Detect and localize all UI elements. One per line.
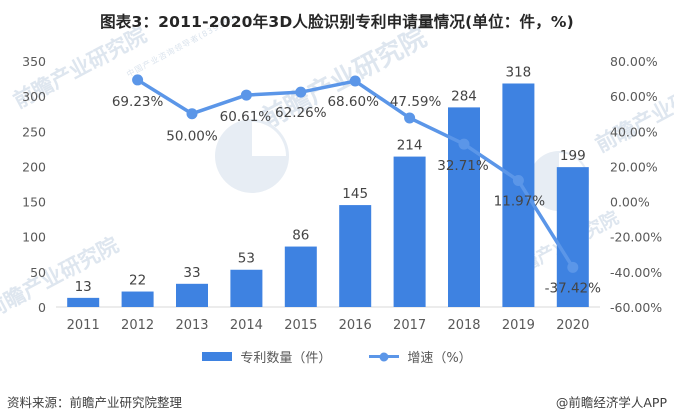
bar-2012 [121,291,154,307]
x-axis-tick-2016: 2016 [339,318,372,333]
bar-value-label-2017: 214 [397,138,423,154]
line-series-dot [379,352,389,361]
chart-title: 图表3：2011-2020年3D人脸识别专利申请量情况(单位：件，%) [100,13,574,31]
y-axis-right-tick: 60.00% [610,89,658,104]
y-axis-right-tick: -20.00% [610,230,662,245]
y-axis-right-tick: -40.00% [610,265,662,280]
y-axis-right-tick: -60.00% [610,300,662,315]
chart-legend: 专利数量（件） 增速（%） [0,347,674,366]
bar-value-label-2020: 199 [560,148,586,164]
growth-point-2018 [458,138,470,150]
legend-item-growth-rate: 增速（%） [369,347,472,366]
legend-item-patent-count: 专利数量（件） [202,347,331,366]
growth-point-2015 [295,86,307,98]
bar-value-label-2014: 53 [238,251,255,267]
bar-2013 [176,283,208,307]
bar-2017 [393,156,426,307]
x-axis-tick-2019: 2019 [502,318,535,333]
y-axis-left-tick: 150 [22,195,46,210]
bar-2014 [230,269,263,307]
y-axis-right-tick: 80.00% [610,54,658,69]
bar-value-label-2019: 318 [506,64,532,80]
bar-value-label-2016: 145 [342,186,368,202]
bar-value-label-2018: 284 [451,88,477,104]
x-axis-tick-2014: 2014 [230,318,263,333]
y-axis-right-tick: 0.00% [610,195,650,210]
x-axis-tick-2012: 2012 [121,318,154,333]
growth-value-label-2015: 62.26% [275,105,327,121]
y-axis-left-tick: 250 [22,124,46,139]
growth-value-label-2012: 69.23% [112,94,164,110]
x-axis-tick-2011: 2011 [67,318,100,333]
y-axis-left-tick: 200 [22,159,46,174]
x-axis-tick-2018: 2018 [447,318,480,333]
growth-value-label-2017: 47.59% [390,94,442,110]
x-axis-tick-2020: 2020 [556,318,589,333]
source-note: 资料来源：前瞻产业研究院整理 [7,395,183,410]
x-axis-tick-2013: 2013 [175,318,208,333]
bar-value-label-2013: 33 [183,265,200,281]
growth-value-label-2016: 68.60% [327,94,379,110]
growth-value-label-2020: -37.42% [545,280,602,296]
bar-2015 [284,246,317,307]
growth-point-2012 [132,74,144,86]
y-axis-left-tick: 350 [22,54,46,69]
growth-point-2020 [567,261,579,273]
growth-value-label-2013: 50.00% [166,129,218,145]
y-axis-left-tick: 100 [22,230,46,245]
growth-value-label-2019: 11.97% [494,194,546,210]
credit-note: @前瞻经济学人APP [555,395,667,410]
y-axis-left-tick: 0 [38,300,46,315]
y-axis-left-tick: 300 [22,89,46,104]
x-axis-tick-2015: 2015 [284,318,317,333]
bar-value-label-2012: 22 [129,273,146,289]
bar-value-label-2011: 13 [75,279,92,295]
y-axis-left-tick: 50 [30,265,46,280]
growth-point-2014 [240,89,252,101]
bar-2011 [67,297,100,307]
y-axis-right-tick: 40.00% [610,124,658,139]
bar-series-swatch [202,352,233,361]
growth-point-2013 [186,108,198,120]
bar-2016 [339,205,372,307]
x-axis-tick-2017: 2017 [393,318,426,333]
legend-label-growth-rate: 增速（%） [407,351,472,366]
line-series-marker [369,352,400,361]
growth-point-2016 [349,75,361,87]
y-axis-right-tick: 20.00% [610,159,658,174]
growth-value-label-2018: 32.71% [437,158,489,174]
growth-value-label-2014: 60.61% [220,109,272,125]
legend-label-patent-count: 专利数量（件） [240,351,332,366]
growth-point-2017 [404,112,416,124]
bar-value-label-2015: 86 [292,228,309,244]
chart-footer: 资料来源：前瞻产业研究院整理 @前瞻经济学人APP [0,392,674,411]
growth-point-2019 [512,175,524,187]
